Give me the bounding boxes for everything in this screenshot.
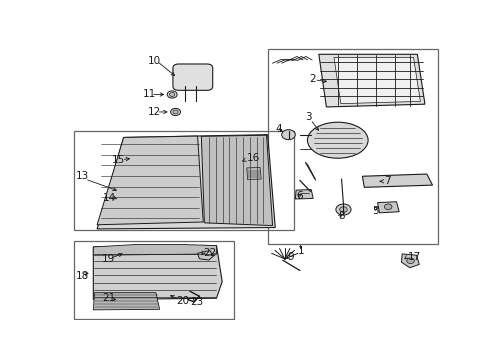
Text: 5: 5 (371, 207, 378, 216)
Text: 16: 16 (246, 153, 260, 163)
Circle shape (167, 91, 177, 98)
Text: 20: 20 (176, 296, 189, 306)
Circle shape (335, 204, 350, 215)
Text: 23: 23 (189, 297, 203, 307)
Ellipse shape (307, 122, 367, 158)
Text: 4: 4 (275, 124, 281, 134)
Polygon shape (97, 136, 203, 225)
Polygon shape (377, 202, 398, 213)
Text: 2: 2 (309, 74, 315, 84)
Text: 9: 9 (287, 252, 293, 262)
Polygon shape (362, 174, 432, 187)
FancyBboxPatch shape (173, 64, 212, 90)
Text: 7: 7 (383, 176, 390, 186)
Text: 11: 11 (142, 90, 156, 99)
Text: 6: 6 (296, 191, 302, 201)
Polygon shape (333, 58, 420, 104)
Text: 13: 13 (75, 171, 89, 181)
Bar (267, 49, 437, 244)
Polygon shape (93, 293, 159, 310)
Text: 22: 22 (203, 248, 216, 258)
Circle shape (281, 130, 295, 140)
Polygon shape (97, 135, 275, 229)
Circle shape (339, 207, 346, 212)
Text: 19: 19 (102, 255, 115, 264)
Text: 17: 17 (407, 252, 420, 262)
Text: 3: 3 (305, 112, 311, 122)
Text: 10: 10 (148, 56, 161, 66)
Polygon shape (401, 254, 418, 268)
Text: 12: 12 (148, 107, 161, 117)
Bar (74, 131, 294, 230)
Circle shape (384, 204, 391, 210)
Polygon shape (197, 251, 213, 260)
Circle shape (406, 258, 413, 264)
Polygon shape (295, 190, 312, 199)
Polygon shape (93, 246, 222, 300)
Text: 8: 8 (337, 211, 344, 221)
Polygon shape (318, 54, 424, 107)
Circle shape (169, 93, 175, 96)
Polygon shape (93, 244, 216, 255)
Text: 15: 15 (112, 155, 125, 165)
Text: 14: 14 (102, 193, 116, 203)
Circle shape (170, 108, 180, 116)
Polygon shape (246, 167, 261, 180)
Circle shape (173, 110, 178, 114)
Text: 1: 1 (297, 246, 304, 256)
Text: 21: 21 (102, 293, 115, 303)
Text: 18: 18 (75, 271, 89, 281)
Bar (74, 242, 233, 319)
Polygon shape (201, 135, 272, 226)
